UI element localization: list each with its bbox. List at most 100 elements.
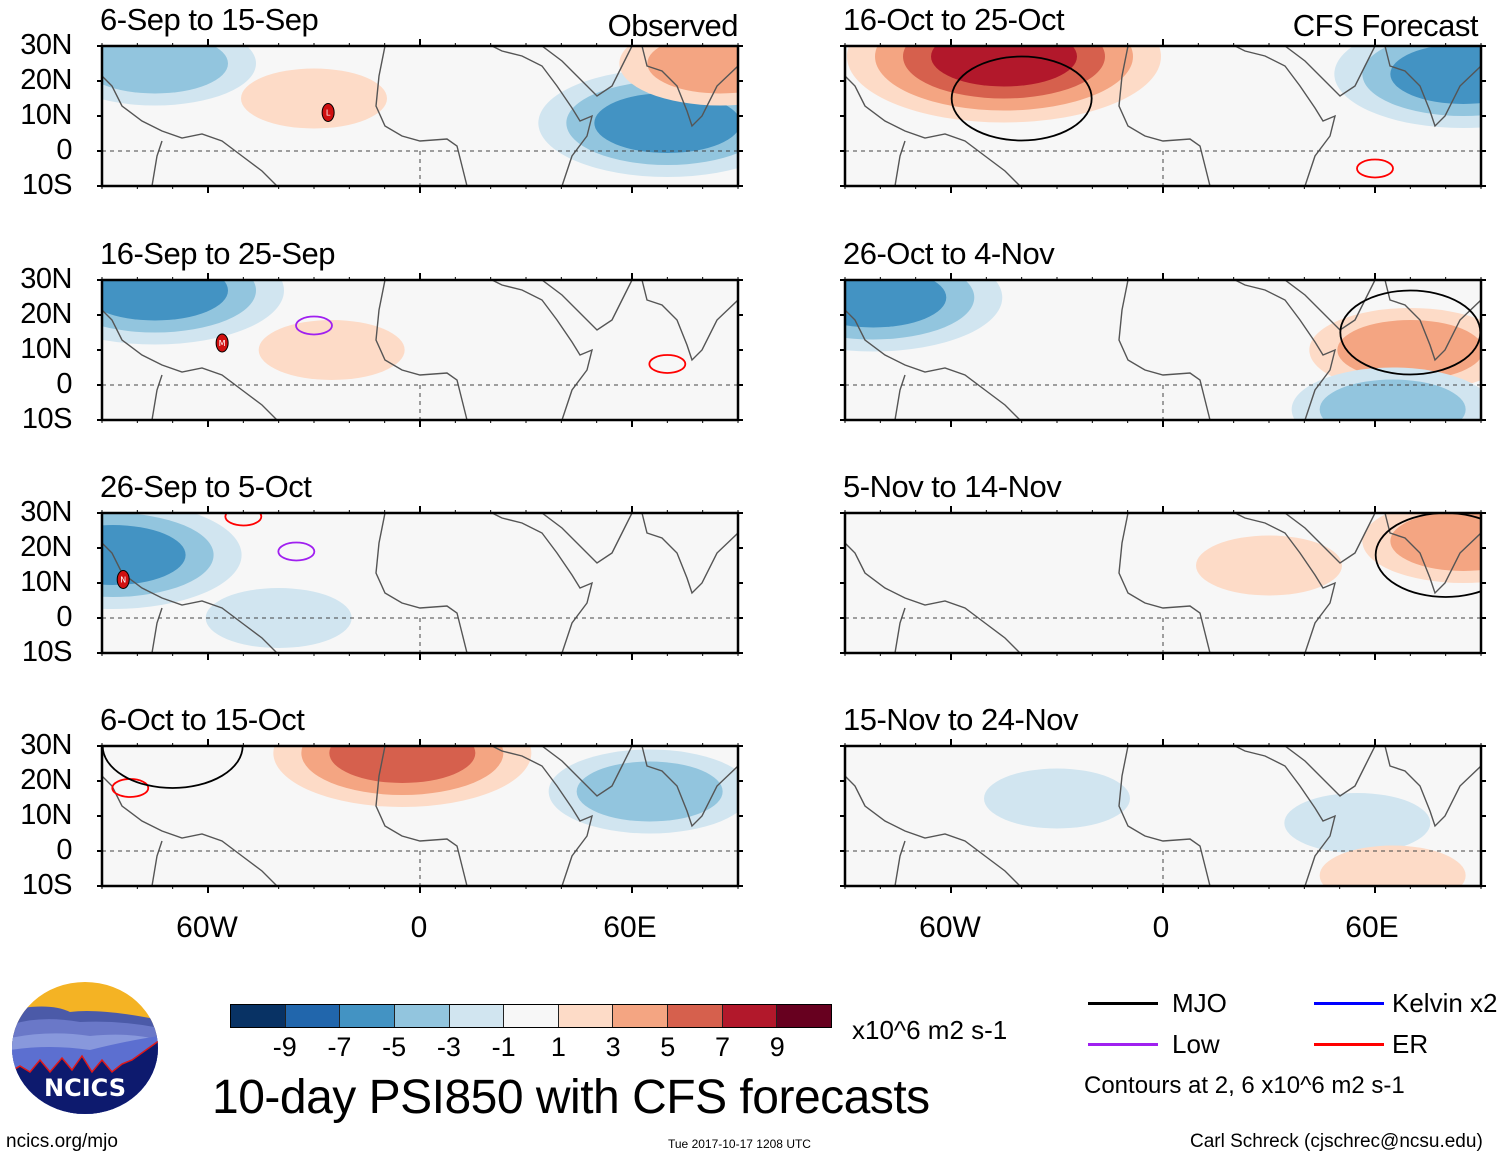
coastline — [845, 775, 1021, 886]
lat-tick-label: 10N — [20, 566, 72, 598]
coastline — [1284, 46, 1376, 97]
coastline — [1234, 46, 1337, 186]
anomaly-shade — [102, 525, 186, 585]
contour-low — [277, 541, 316, 562]
anomaly-shade — [102, 46, 228, 94]
map-panel — [840, 506, 1486, 660]
contour-mjo — [102, 746, 244, 789]
lat-tick-label: 0 — [56, 601, 72, 633]
panel-title: 16-Sep to 25-Sep — [100, 236, 336, 271]
coastline — [491, 46, 594, 186]
panel-title: 6-Oct to 15-Oct — [100, 702, 305, 737]
coastline — [1234, 746, 1337, 886]
coastline — [641, 746, 738, 828]
coastline — [541, 746, 633, 797]
coastline — [1384, 746, 1481, 828]
panel-title: 6-Sep to 15-Sep — [100, 2, 319, 37]
panel-title: 26-Sep to 5-Oct — [100, 469, 312, 504]
legend-line-mjo — [1088, 1002, 1158, 1005]
colorbar-tick-label: 9 — [769, 1032, 785, 1062]
legend-label-mjo: MJO — [1172, 988, 1227, 1018]
legend-line-low — [1088, 1043, 1158, 1046]
colorbar-tick-label: -9 — [272, 1032, 297, 1062]
contour-mjo — [1374, 513, 1481, 598]
coastline — [102, 775, 278, 886]
colorbar-swatch — [722, 1005, 778, 1027]
colorbar-tick-label: 5 — [660, 1032, 676, 1062]
coastline — [1384, 513, 1481, 595]
lat-tick-label: 10N — [20, 799, 72, 831]
colorbar-swatch — [777, 1005, 832, 1027]
coastline — [151, 607, 163, 653]
coastline — [491, 280, 594, 420]
observed-label: Observed — [607, 8, 739, 43]
colorbar — [230, 1004, 832, 1028]
map-panel: N — [97, 506, 743, 660]
colorbar-tick-label: 3 — [605, 1032, 621, 1062]
contour-mjo — [950, 55, 1093, 142]
coastline — [641, 46, 738, 128]
lat-tick-label: 20N — [20, 531, 72, 563]
anomaly-shade — [984, 768, 1130, 829]
anomaly-shade — [576, 761, 723, 822]
coastline — [894, 140, 906, 186]
contour-er — [224, 513, 263, 527]
coastline — [1384, 280, 1481, 362]
coastline — [102, 75, 278, 186]
map-panel: L — [97, 39, 743, 193]
lat-tick-label: 30N — [20, 729, 72, 761]
legend-label-low: Low — [1172, 1029, 1220, 1059]
coastline — [1118, 746, 1211, 886]
anomaly-shade — [329, 746, 476, 783]
coastline — [845, 309, 1021, 420]
coastline — [894, 374, 906, 420]
coastline — [491, 513, 594, 653]
cfs-forecast-label: CFS Forecast — [1292, 8, 1479, 43]
main-title: 10-day PSI850 with CFS forecasts — [212, 1071, 930, 1124]
anomaly-shade — [647, 46, 738, 94]
coastline — [375, 746, 468, 886]
colorbar-swatch — [340, 1005, 395, 1027]
lat-tick-label: 10N — [20, 333, 72, 365]
anomaly-shade — [1319, 845, 1466, 886]
coastline — [845, 75, 1021, 186]
coastline — [894, 607, 906, 653]
lat-tick-label: 20N — [20, 64, 72, 96]
coastline — [375, 46, 468, 186]
map-panel — [97, 739, 743, 893]
coastline — [541, 46, 633, 97]
anomaly-shade — [931, 46, 1077, 87]
coastline — [1284, 746, 1376, 797]
colorbar-swatch — [449, 1005, 505, 1027]
colorbar-tick-label: -5 — [382, 1032, 407, 1062]
legend-label-er: ER — [1392, 1029, 1429, 1059]
anomaly-shade — [594, 93, 738, 153]
contour-note: Contours at 2, 6 x10^6 m2 s-1 — [1084, 1072, 1405, 1099]
lat-tick-label: 20N — [20, 764, 72, 796]
website-link[interactable]: ncics.org/mjo — [6, 1131, 118, 1152]
colorbar-swatch — [231, 1005, 286, 1027]
coastline — [102, 542, 278, 653]
colorbar-tick-label: -7 — [327, 1032, 352, 1062]
legend-line-kelvin — [1314, 1002, 1384, 1005]
coastline — [1384, 46, 1481, 128]
anomaly-shade — [1337, 320, 1481, 380]
coastline — [102, 309, 278, 420]
coastline — [1234, 513, 1337, 653]
coastline — [1118, 513, 1211, 653]
lat-tick-label: 20N — [20, 298, 72, 330]
lat-tick-label: 30N — [20, 496, 72, 528]
colorbar-swatch — [558, 1005, 614, 1027]
coastline — [1118, 46, 1211, 186]
anomaly-shade — [845, 280, 947, 328]
colorbar-tick-label: -3 — [436, 1032, 461, 1062]
lat-tick-label: 10S — [21, 636, 73, 668]
coastline — [491, 746, 594, 886]
colorbar-swatch — [613, 1005, 669, 1027]
lon-tick-label: 60W — [919, 911, 981, 944]
coastline — [375, 280, 468, 420]
panel-title: 15-Nov to 24-Nov — [843, 702, 1078, 737]
anomaly-shade — [258, 320, 405, 380]
legend-line-er — [1314, 1043, 1384, 1046]
author-credit: Carl Schreck (cjschrec@ncsu.edu) — [1190, 1131, 1483, 1152]
